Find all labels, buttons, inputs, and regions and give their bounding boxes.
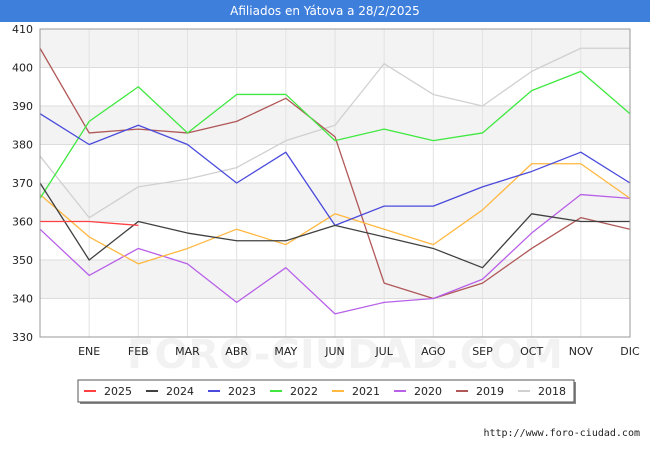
source-url: http://www.foro-ciudad.com (483, 428, 640, 439)
y-tick-label: 400 (12, 62, 33, 75)
x-tick-label: DIC (620, 345, 640, 358)
y-tick-label: 350 (12, 254, 33, 267)
x-tick-label: OCT (520, 345, 543, 358)
y-tick-label: 410 (12, 23, 33, 36)
y-tick-label: 380 (12, 139, 33, 152)
x-tick-label: FEB (128, 345, 149, 358)
series-line-2018 (39, 47, 630, 219)
chart-title: Afiliados en Yátova a 28/2/2025 (0, 0, 650, 22)
legend-label-2021: 2021 (352, 385, 380, 398)
legend-label-2018: 2018 (538, 385, 566, 398)
x-tick-label: NOV (569, 345, 594, 358)
y-tick-label: 330 (12, 331, 33, 344)
legend-label-2022: 2022 (290, 385, 318, 398)
y-tick-label: 390 (12, 100, 33, 113)
x-tick-label: SEP (472, 345, 493, 358)
series-line-2021 (39, 163, 631, 265)
y-tick-label: 340 (12, 293, 33, 306)
legend-label-2019: 2019 (476, 385, 504, 398)
x-tick-label: JUN (324, 345, 345, 358)
legend-label-2024: 2024 (166, 385, 194, 398)
watermark-text: FORO-CIUDAD.COM (127, 332, 563, 378)
plot-border (39, 28, 631, 338)
x-tick-label: JUL (374, 345, 393, 358)
x-tick-label: MAR (175, 345, 200, 358)
legend-label-2023: 2023 (228, 385, 256, 398)
y-tick-label: 370 (12, 177, 33, 190)
y-tick-label: 360 (12, 216, 33, 229)
series-line-2024 (39, 182, 630, 269)
x-tick-label: ABR (225, 345, 248, 358)
series-line-2022 (39, 70, 631, 199)
x-tick-label: ENE (78, 345, 100, 358)
series-line-2025 (40, 220, 139, 226)
series-line-2019 (39, 47, 631, 300)
legend-box (77, 379, 575, 403)
x-tick-label: AGO (421, 345, 446, 358)
legend-label-2025: 2025 (104, 385, 132, 398)
legend-label-2020: 2020 (414, 385, 442, 398)
x-tick-label: MAY (274, 345, 297, 358)
series-line-2020 (39, 193, 631, 315)
